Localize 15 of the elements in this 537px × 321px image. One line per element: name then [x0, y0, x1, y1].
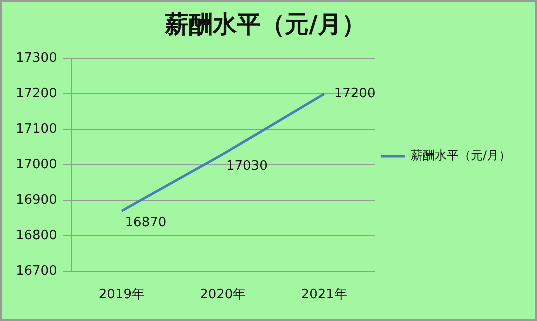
chart-title: 薪酬水平（元/月） [164, 10, 366, 39]
data-label: 17030 [226, 158, 268, 174]
y-tick-label: 16900 [16, 192, 58, 208]
y-tick-label: 16800 [16, 228, 58, 244]
y-tick-label: 17100 [16, 122, 58, 138]
data-label: 16870 [125, 216, 167, 231]
y-tick-label: 17200 [16, 86, 58, 102]
x-tick-label: 2021年 [301, 288, 348, 303]
x-tick-label: 2019年 [98, 288, 145, 303]
legend-label: 薪酬水平（元/月） [410, 148, 512, 163]
y-tick-label: 16700 [16, 264, 58, 279]
x-tick-label: 2020年 [200, 288, 246, 303]
y-tick-label: 17300 [16, 51, 58, 66]
y-tick-label: 17000 [16, 157, 58, 172]
data-label: 17200 [334, 86, 376, 102]
